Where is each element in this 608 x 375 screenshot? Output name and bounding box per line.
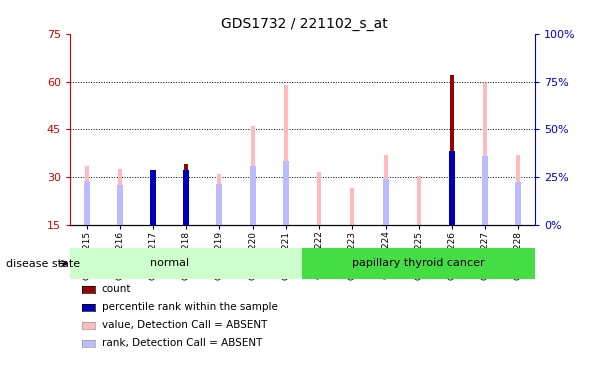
Text: papillary thyroid cancer: papillary thyroid cancer <box>353 258 485 268</box>
Bar <box>150 171 156 225</box>
Bar <box>83 181 89 225</box>
Bar <box>449 152 455 225</box>
Bar <box>483 83 487 225</box>
Text: percentile rank within the sample: percentile rank within the sample <box>102 302 277 312</box>
Text: value, Detection Call = ABSENT: value, Detection Call = ABSENT <box>102 320 267 330</box>
Bar <box>184 166 188 225</box>
Bar <box>85 166 89 225</box>
Bar <box>317 172 321 225</box>
Bar <box>250 126 255 225</box>
Bar <box>516 155 520 225</box>
Text: rank, Detection Call = ABSENT: rank, Detection Call = ABSENT <box>102 338 262 348</box>
Bar <box>183 171 189 225</box>
Bar <box>184 164 188 225</box>
Bar <box>118 169 122 225</box>
Bar <box>151 171 155 225</box>
Text: normal: normal <box>150 258 189 268</box>
Bar <box>117 185 123 225</box>
Bar <box>450 75 454 225</box>
Bar <box>416 176 421 225</box>
Bar <box>70 248 302 279</box>
Bar <box>218 174 221 225</box>
Bar <box>250 166 255 225</box>
Text: GDS1732 / 221102_s_at: GDS1732 / 221102_s_at <box>221 17 387 31</box>
Bar <box>350 188 354 225</box>
Bar <box>382 179 389 225</box>
Bar <box>216 184 223 225</box>
Bar <box>516 182 522 225</box>
Text: disease state: disease state <box>6 259 80 268</box>
Bar <box>151 171 155 225</box>
Bar <box>283 161 289 225</box>
Text: count: count <box>102 284 131 294</box>
Bar <box>302 248 535 279</box>
Bar <box>384 155 387 225</box>
Bar <box>450 75 454 225</box>
Bar <box>284 85 288 225</box>
Bar <box>482 156 488 225</box>
